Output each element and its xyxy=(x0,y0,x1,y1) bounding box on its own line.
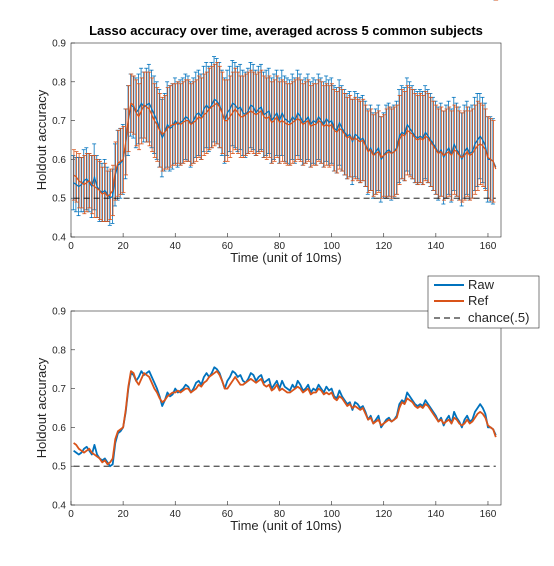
bottom-y-tick-label: 0.4 xyxy=(52,501,66,512)
bottom-x-tick-label: 160 xyxy=(480,509,497,520)
top-y-tick-label: 0.5 xyxy=(52,194,66,205)
top-x-tick-label: 0 xyxy=(68,241,74,252)
bottom-y-tick-label: 0.9 xyxy=(52,307,66,318)
bottom-y-tick-label: 0.7 xyxy=(52,384,66,395)
bottom-x-tick-label: 20 xyxy=(118,509,130,520)
bottom-x-tick-label: 140 xyxy=(428,509,445,520)
bottom-y-axis-label: Holdout accuracy xyxy=(34,357,49,458)
chart-title: Lasso accuracy over time, averaged acros… xyxy=(89,23,483,38)
top-x-tick-label: 40 xyxy=(170,241,182,252)
legend-label-chance: chance(.5) xyxy=(468,310,529,325)
top-y-tick-label: 0.4 xyxy=(52,233,66,244)
top-y-tick-label: 0.6 xyxy=(52,155,66,166)
top-x-tick-label: 120 xyxy=(375,241,392,252)
top-y-tick-label: 0.7 xyxy=(52,116,66,127)
bottom-x-tick-label: 120 xyxy=(375,509,392,520)
bottom-y-tick-label: 0.8 xyxy=(52,345,66,356)
top-y-axis-label: Holdout accuracy xyxy=(34,89,49,190)
bottom-plot-area xyxy=(71,311,501,505)
bottom-x-tick-label: 0 xyxy=(68,509,74,520)
bottom-y-tick-label: 0.6 xyxy=(52,423,66,434)
top-x-tick-label: 20 xyxy=(118,241,130,252)
top-x-tick-label: 160 xyxy=(480,241,497,252)
bottom-panel: 0 20 40 60 80 100 120 140 1600.40.50.60.70.80.9 … xyxy=(34,307,501,534)
bottom-y-tick-label: 0.5 xyxy=(52,462,66,473)
legend-label-raw: Raw xyxy=(468,277,495,292)
legend-label-ref: Ref xyxy=(468,293,489,308)
bottom-x-axis-label: Time (unit of 10ms) xyxy=(230,518,342,533)
legend: Raw Ref chance(.5) xyxy=(428,276,539,328)
top-x-tick-label: 140 xyxy=(428,241,445,252)
top-y-tick-label: 0.8 xyxy=(52,77,66,88)
bottom-x-tick-label: 40 xyxy=(170,509,182,520)
top-y-tick-label: 0.9 xyxy=(52,39,66,50)
top-x-axis-label: Time (unit of 10ms) xyxy=(230,250,342,265)
